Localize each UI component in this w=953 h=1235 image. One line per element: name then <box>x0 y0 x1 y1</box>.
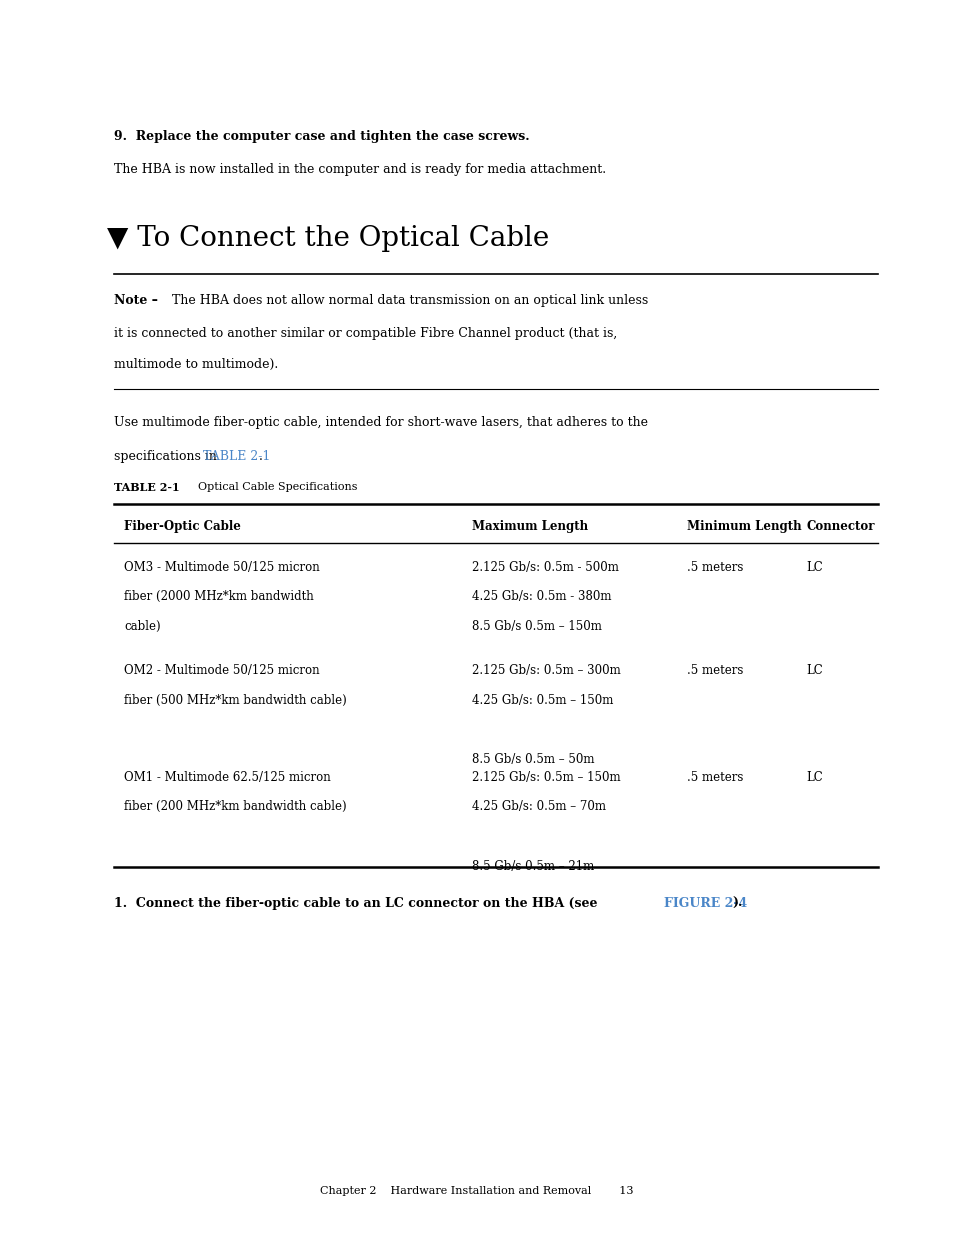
Text: Chapter 2    Hardware Installation and Removal        13: Chapter 2 Hardware Installation and Remo… <box>320 1186 633 1195</box>
Text: .: . <box>258 450 262 463</box>
Text: fiber (2000 MHz*km bandwidth: fiber (2000 MHz*km bandwidth <box>124 590 314 604</box>
Text: LC: LC <box>805 561 822 574</box>
Text: FIGURE 2-4: FIGURE 2-4 <box>663 897 746 910</box>
Text: LC: LC <box>805 664 822 678</box>
Text: 2.125 Gb/s: 0.5m - 500m: 2.125 Gb/s: 0.5m - 500m <box>472 561 618 574</box>
Text: OM3 - Multimode 50/125 micron: OM3 - Multimode 50/125 micron <box>124 561 319 574</box>
Text: 8.5 Gb/s 0.5m – 50m: 8.5 Gb/s 0.5m – 50m <box>472 753 594 767</box>
Text: 4.25 Gb/s: 0.5m – 70m: 4.25 Gb/s: 0.5m – 70m <box>472 800 605 814</box>
Text: LC: LC <box>805 771 822 784</box>
Text: 1.  Connect the fiber-optic cable to an LC connector on the HBA (see: 1. Connect the fiber-optic cable to an L… <box>114 897 601 910</box>
Text: 2.125 Gb/s: 0.5m – 150m: 2.125 Gb/s: 0.5m – 150m <box>472 771 620 784</box>
Text: OM1 - Multimode 62.5/125 micron: OM1 - Multimode 62.5/125 micron <box>124 771 331 784</box>
Text: ▼ To Connect the Optical Cable: ▼ To Connect the Optical Cable <box>107 225 549 252</box>
Text: 9.  Replace the computer case and tighten the case screws.: 9. Replace the computer case and tighten… <box>114 130 530 143</box>
Text: Maximum Length: Maximum Length <box>472 520 588 534</box>
Text: 4.25 Gb/s: 0.5m - 380m: 4.25 Gb/s: 0.5m - 380m <box>472 590 611 604</box>
Text: 8.5 Gb/s 0.5m – 150m: 8.5 Gb/s 0.5m – 150m <box>472 620 601 634</box>
Text: Fiber-Optic Cable: Fiber-Optic Cable <box>124 520 241 534</box>
Text: Connector: Connector <box>805 520 874 534</box>
Text: The HBA does not allow normal data transmission on an optical link unless: The HBA does not allow normal data trans… <box>168 294 647 308</box>
Text: Use multimode fiber-optic cable, intended for short-wave lasers, that adheres to: Use multimode fiber-optic cable, intende… <box>114 416 648 430</box>
Text: 4.25 Gb/s: 0.5m – 150m: 4.25 Gb/s: 0.5m – 150m <box>472 694 613 708</box>
Text: Minimum Length: Minimum Length <box>686 520 801 534</box>
Text: fiber (200 MHz*km bandwidth cable): fiber (200 MHz*km bandwidth cable) <box>124 800 346 814</box>
Text: Note –: Note – <box>114 294 158 308</box>
Text: multimode to multimode).: multimode to multimode). <box>114 358 278 372</box>
Text: TABLE 2-1: TABLE 2-1 <box>114 482 180 493</box>
Text: Optical Cable Specifications: Optical Cable Specifications <box>184 482 357 492</box>
Text: fiber (500 MHz*km bandwidth cable): fiber (500 MHz*km bandwidth cable) <box>124 694 346 708</box>
Text: 2.125 Gb/s: 0.5m – 300m: 2.125 Gb/s: 0.5m – 300m <box>472 664 620 678</box>
Text: The HBA is now installed in the computer and is ready for media attachment.: The HBA is now installed in the computer… <box>114 163 606 177</box>
Text: .5 meters: .5 meters <box>686 771 742 784</box>
Text: ).: ). <box>732 897 742 910</box>
Text: .5 meters: .5 meters <box>686 664 742 678</box>
Text: specifications in: specifications in <box>114 450 221 463</box>
Text: cable): cable) <box>124 620 160 634</box>
Text: .5 meters: .5 meters <box>686 561 742 574</box>
Text: OM2 - Multimode 50/125 micron: OM2 - Multimode 50/125 micron <box>124 664 319 678</box>
Text: it is connected to another similar or compatible Fibre Channel product (that is,: it is connected to another similar or co… <box>114 327 618 341</box>
Text: TABLE 2-1: TABLE 2-1 <box>203 450 271 463</box>
Text: 8.5 Gb/s 0.5m – 21m: 8.5 Gb/s 0.5m – 21m <box>472 860 594 873</box>
